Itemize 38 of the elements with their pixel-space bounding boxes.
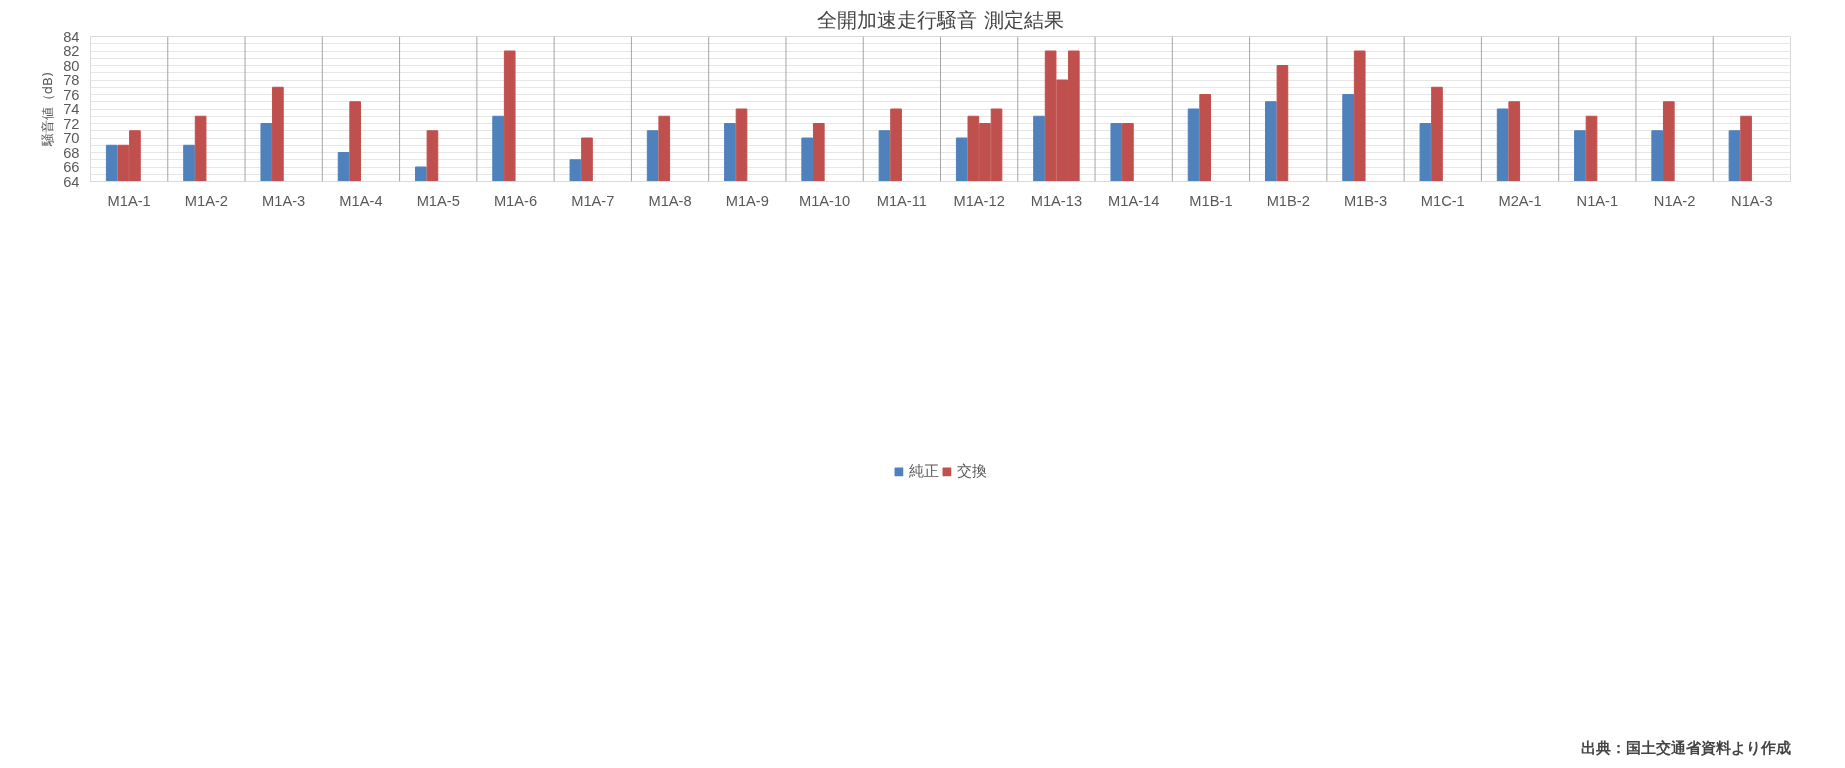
legend-label: 交換 (956, 461, 987, 481)
x-tick-label: M1A-3 (262, 192, 306, 209)
y-axis-title: 騒音値（dB) (40, 71, 56, 148)
x-tick-label: M1A-2 (184, 192, 228, 209)
y-tick-label: 64 (63, 173, 80, 190)
x-tick-label: M1A-12 (953, 192, 1005, 209)
chart-title: 全開加速走行騒音 測定結果 (817, 7, 1064, 32)
y-tick-label: 70 (63, 130, 80, 146)
x-tick-label: N1A-3 (1731, 192, 1773, 209)
source-note: 出典：国土交通省資料より作成 (1580, 738, 1791, 756)
x-tick-label: M1A-5 (416, 192, 460, 209)
y-tick-label: 66 (63, 159, 80, 175)
x-tick-label: M1A-8 (648, 192, 692, 209)
x-tick-label: M1C-1 (1420, 192, 1465, 209)
y-tick-label: 78 (63, 72, 80, 88)
x-tick-label: M1A-11 (876, 192, 927, 209)
y-tick-label: 76 (63, 86, 80, 103)
y-tick-label: 84 (63, 28, 80, 45)
x-tick-label: M1A-6 (493, 192, 538, 209)
y-tick-label: 72 (63, 115, 80, 132)
legend-label: 純正 (908, 461, 939, 481)
x-tick-label: M1A-4 (339, 192, 383, 209)
y-tick-label: 82 (63, 43, 80, 59)
x-tick-label: N1A-1 (1576, 192, 1619, 209)
x-tick-label: M2A-1 (1498, 192, 1542, 209)
x-tick-label: N1A-2 (1653, 192, 1696, 209)
x-tick-label: M1A-1 (107, 192, 151, 209)
y-tick-label: 80 (63, 57, 80, 74)
x-tick-label: M1A-13 (1030, 192, 1083, 209)
x-tick-label: M1B-1 (1189, 192, 1233, 209)
x-tick-label: M1A-9 (725, 192, 769, 209)
y-tick-label: 68 (63, 144, 80, 161)
x-tick-label: M1A-10 (798, 192, 851, 209)
y-tick-label: 74 (63, 101, 80, 117)
x-tick-label: M1A-7 (571, 192, 615, 209)
x-tick-label: M1A-14 (1108, 192, 1160, 209)
x-tick-label: M1B-3 (1343, 192, 1388, 209)
x-tick-label: M1B-2 (1266, 192, 1310, 209)
